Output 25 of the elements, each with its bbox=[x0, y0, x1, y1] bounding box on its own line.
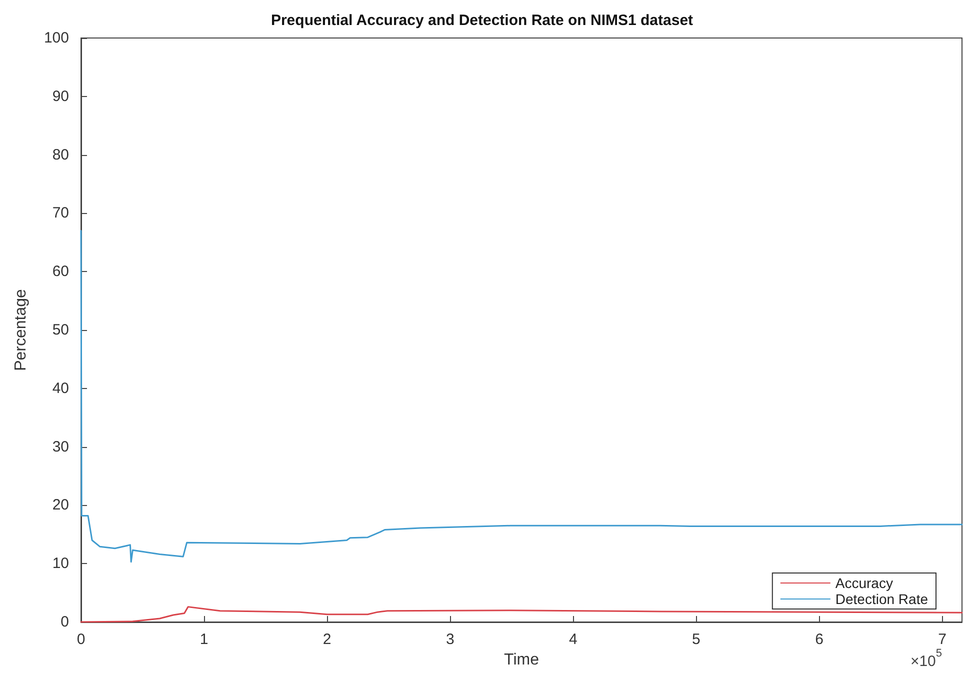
x-tick-label: 7 bbox=[938, 631, 946, 648]
y-tick-label: 80 bbox=[52, 146, 69, 164]
y-tick-label: 10 bbox=[52, 555, 69, 572]
y-tick-label: 20 bbox=[52, 496, 69, 514]
y-tick-label: 90 bbox=[52, 88, 69, 105]
y-tick-label: 40 bbox=[52, 380, 69, 397]
x-tick-label: 4 bbox=[569, 631, 578, 648]
x-tick-label: 0 bbox=[76, 631, 86, 648]
y-tick-label: 50 bbox=[52, 322, 69, 338]
y-tick-label: 60 bbox=[52, 263, 69, 280]
legend-label: Accuracy bbox=[835, 575, 893, 591]
x-tick-label: 6 bbox=[815, 631, 824, 648]
x-tick-label: 2 bbox=[322, 631, 332, 648]
x-tick-label: 3 bbox=[446, 631, 454, 648]
y-axis-title: Percentage bbox=[12, 288, 30, 371]
y-tick-label: 30 bbox=[52, 438, 69, 456]
y-tick-label: 70 bbox=[52, 204, 69, 222]
chart-title: Prequential Accuracy and Detection Rate on NIMS1 dataset bbox=[270, 12, 694, 29]
legend-label: Detection Rate bbox=[835, 591, 928, 607]
x-tick-label: 5 bbox=[692, 631, 700, 648]
line-series bbox=[80, 230, 963, 563]
y-tick-label: 0 bbox=[60, 614, 69, 630]
y-tick-label: 100 bbox=[44, 30, 69, 46]
x-axis-title: Time bbox=[504, 651, 540, 668]
x-tick-label: 1 bbox=[200, 631, 208, 648]
